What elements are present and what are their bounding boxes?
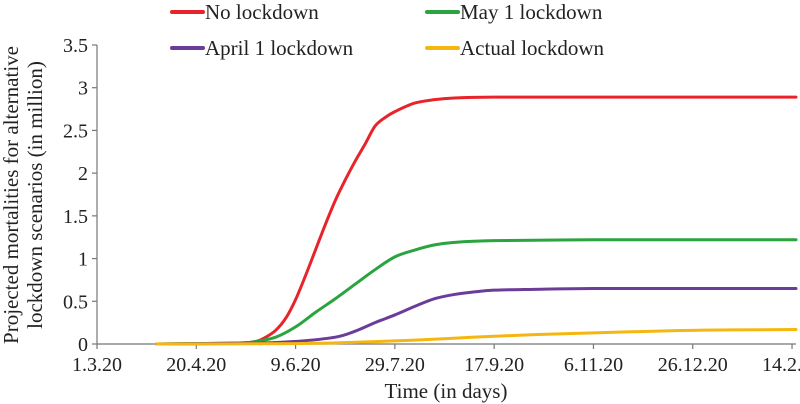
- series-line-may-1-lockdown: [155, 238, 798, 346]
- x-tick-label: 20.4.20: [166, 354, 226, 376]
- series-line-april-1-lockdown: [155, 286, 798, 346]
- series-lines: [155, 95, 798, 346]
- y-tick-label: 3: [78, 78, 88, 100]
- x-tick-label: 6.11.20: [564, 354, 623, 376]
- y-axis-ticks: 0 0.5 1 1.5 2 2.5 3 3.5: [63, 35, 97, 356]
- x-tick-label: 29.7.20: [365, 354, 425, 376]
- y-tick-label: 1: [78, 249, 88, 271]
- series-line-actual-lockdown: [155, 327, 798, 346]
- legend-label-april-1-lockdown: April 1 lockdown: [205, 36, 354, 60]
- y-tick-label: 2: [78, 163, 88, 185]
- y-axis-title-line-2: lockdown scenarios (in million): [23, 61, 47, 329]
- legend-item-april-1-lockdown: April 1 lockdown: [170, 36, 354, 60]
- x-tick-label: 26.12.20: [658, 354, 728, 376]
- legend-label-no-lockdown: No lockdown: [205, 0, 319, 24]
- legend-item-actual-lockdown: Actual lockdown: [425, 36, 605, 60]
- y-tick-label: 0.5: [63, 291, 88, 313]
- x-axis-ticks: 1.3.20 20.4.20 9.6.20 29.7.20 17.9.20 6.11.20…: [72, 344, 800, 376]
- legend-label-may-1-lockdown: May 1 lockdown: [460, 0, 603, 24]
- legend: No lockdown May 1 lockdown April 1 lockd…: [170, 0, 605, 60]
- series-line-no-lockdown: [155, 95, 798, 346]
- x-tick-label: 9.6.20: [271, 354, 321, 376]
- y-tick-label: 2.5: [63, 120, 88, 142]
- legend-label-actual-lockdown: Actual lockdown: [460, 36, 605, 60]
- x-tick-label: 1.3.20: [72, 354, 122, 376]
- legend-item-no-lockdown: No lockdown: [170, 0, 319, 24]
- x-tick-label: 17.9.20: [464, 354, 524, 376]
- y-tick-label: 1.5: [63, 206, 88, 228]
- x-axis-title: Time (in days): [385, 379, 508, 403]
- y-tick-label: 3.5: [63, 35, 88, 57]
- y-axis-title-line-1: Projected mortalities for alternative: [0, 46, 23, 344]
- x-tick-label: 14.2.21: [762, 354, 800, 376]
- y-tick-label: 0: [78, 334, 88, 356]
- legend-item-may-1-lockdown: May 1 lockdown: [425, 0, 603, 24]
